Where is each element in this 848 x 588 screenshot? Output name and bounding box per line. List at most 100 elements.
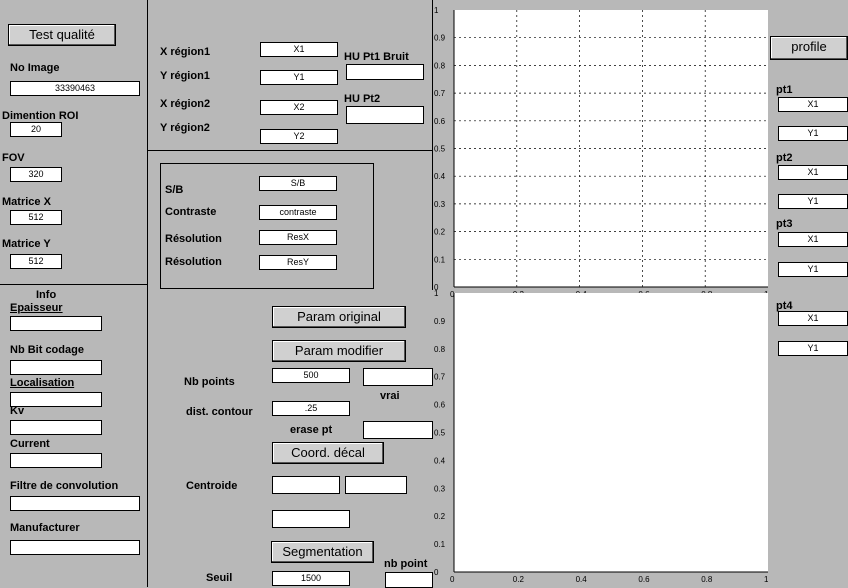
localisation-field[interactable] bbox=[10, 392, 102, 407]
current-label: Current bbox=[10, 438, 50, 450]
current-field[interactable] bbox=[10, 453, 102, 468]
coord-decal-button[interactable]: Coord. décal bbox=[272, 442, 384, 464]
y-region2-field[interactable]: Y2 bbox=[260, 129, 338, 144]
x-tick-label: 0.4 bbox=[576, 575, 588, 584]
resolution-y-field[interactable]: ResY bbox=[259, 255, 337, 270]
y-region1-label: Y région1 bbox=[160, 70, 210, 82]
seuil-field[interactable]: 1500 bbox=[272, 571, 350, 586]
y-tick-label: 0 bbox=[434, 283, 439, 292]
nb-points-label: Nb points bbox=[184, 376, 235, 388]
left-panel-info-divider bbox=[0, 284, 147, 285]
sb-field[interactable]: S/B bbox=[259, 176, 337, 191]
sb-label: S/B bbox=[165, 184, 184, 196]
matrix-x-field[interactable]: 512 bbox=[10, 210, 62, 225]
erase-pt-label[interactable]: erase pt bbox=[290, 424, 333, 436]
y-tick-label: 0.9 bbox=[434, 317, 446, 326]
roi-field[interactable]: 20 bbox=[10, 122, 62, 137]
contraste-field[interactable]: contraste bbox=[259, 205, 337, 220]
nb-bit-codage-field[interactable] bbox=[10, 360, 102, 375]
localisation-label: Localisation bbox=[10, 377, 75, 389]
y-tick-label: 0.4 bbox=[434, 172, 446, 181]
x-region1-label: X région1 bbox=[160, 46, 211, 58]
centroide-y-field[interactable] bbox=[345, 476, 407, 494]
y-tick-label: 0 bbox=[434, 568, 439, 577]
pt2-y-field[interactable]: Y1 bbox=[778, 194, 848, 209]
epaisseur-label: Epaisseur bbox=[10, 302, 63, 314]
filtre-convolution-field[interactable] bbox=[10, 496, 140, 511]
y-tick-label: 1 bbox=[434, 6, 439, 15]
matrix-x-label: Matrice X bbox=[2, 196, 51, 208]
y-tick-label: 0.6 bbox=[434, 117, 446, 126]
x-tick-label: 1 bbox=[764, 575, 768, 584]
fov-field[interactable]: 320 bbox=[10, 167, 62, 182]
param-modifier-button[interactable]: Param modifier bbox=[272, 340, 406, 362]
matrix-y-field[interactable]: 512 bbox=[10, 254, 62, 269]
y-tick-label: 0.7 bbox=[434, 89, 446, 98]
test-quality-button[interactable]: Test qualité bbox=[8, 24, 116, 46]
nb-points-field[interactable]: 500 bbox=[272, 368, 350, 383]
pt1-label: pt1 bbox=[776, 84, 793, 96]
y-tick-label: 0.9 bbox=[434, 34, 446, 43]
x-tick-label: 0 bbox=[450, 290, 455, 299]
y-tick-label: 0.8 bbox=[434, 61, 446, 70]
fov-label: FOV bbox=[2, 152, 25, 164]
roi-label: Dimention ROI bbox=[2, 110, 79, 122]
upper-region-divider bbox=[147, 150, 432, 151]
y-tick-label: 0.6 bbox=[434, 401, 446, 410]
pt4-x-field[interactable]: X1 bbox=[778, 311, 848, 326]
y-tick-label: 0.2 bbox=[434, 228, 446, 237]
pt2-x-field[interactable]: X1 bbox=[778, 165, 848, 180]
pt3-y-field[interactable]: Y1 bbox=[778, 262, 848, 277]
pt3-x-field[interactable]: X1 bbox=[778, 232, 848, 247]
hu-pt1-field[interactable] bbox=[346, 64, 424, 80]
kv-field[interactable] bbox=[10, 420, 102, 435]
plot-area-2 bbox=[454, 293, 768, 572]
no-image-field[interactable]: 33390463 bbox=[10, 81, 140, 96]
left-panel-divider bbox=[147, 0, 148, 587]
plots-svg: 1 0.9 0.8 0.7 0.6 0.5 0.4 0.3 0.2 0.1 0 0 0.2 0.4 0.6 0… bbox=[434, 6, 768, 584]
pt2-label: pt2 bbox=[776, 152, 793, 164]
y-region1-field[interactable]: Y1 bbox=[260, 70, 338, 85]
seuil-label: Seuil bbox=[206, 572, 233, 584]
erase-pt-field[interactable] bbox=[363, 421, 433, 439]
nb-bit-codage-label: Nb Bit codage bbox=[10, 344, 84, 356]
y-tick-label: 0.5 bbox=[434, 429, 446, 438]
vrai-label: vrai bbox=[380, 390, 400, 402]
segmentation-button[interactable]: Segmentation bbox=[271, 541, 374, 563]
x-region1-field[interactable]: X1 bbox=[260, 42, 338, 57]
y-tick-label: 0.3 bbox=[434, 484, 446, 493]
x-region2-field[interactable]: X2 bbox=[260, 100, 338, 115]
pt4-y-field[interactable]: Y1 bbox=[778, 341, 848, 356]
y-tick-label: 0.7 bbox=[434, 373, 446, 382]
hu-pt2-label: HU Pt2 bbox=[344, 93, 381, 105]
dist-contour-field[interactable]: .25 bbox=[272, 401, 350, 416]
info-label: Info bbox=[36, 289, 57, 301]
no-image-label: No Image bbox=[10, 62, 60, 74]
nb-point-field[interactable] bbox=[385, 572, 433, 588]
epaisseur-field[interactable] bbox=[10, 316, 102, 331]
y-tick-label: 0.3 bbox=[434, 200, 446, 209]
manufacturer-field[interactable] bbox=[10, 540, 140, 555]
x-tick-label: 0 bbox=[450, 575, 455, 584]
centroide-label: Centroide bbox=[186, 480, 238, 492]
y-tick-label: 0.5 bbox=[434, 145, 446, 154]
kv-label: Kv bbox=[10, 405, 25, 417]
hu-pt1-label: HU Pt1 Bruit bbox=[344, 51, 409, 63]
matrix-y-label: Matrice Y bbox=[2, 238, 51, 250]
x-region2-label: X région2 bbox=[160, 98, 211, 110]
pt3-label: pt3 bbox=[776, 218, 793, 230]
resolution-y-label: Résolution bbox=[165, 256, 222, 268]
resolution-x-field[interactable]: ResX bbox=[259, 230, 337, 245]
centroide-extra-field[interactable] bbox=[272, 510, 350, 528]
centroide-x-field[interactable] bbox=[272, 476, 340, 494]
pt1-y-field[interactable]: Y1 bbox=[778, 126, 848, 141]
pt1-x-field[interactable]: X1 bbox=[778, 97, 848, 112]
y-tick-label: 0.4 bbox=[434, 456, 446, 465]
plot-panel-left-divider bbox=[432, 0, 433, 290]
y-tick-label: 0.1 bbox=[434, 255, 446, 264]
hu-pt2-field[interactable] bbox=[346, 106, 424, 124]
y-tick-label: 0.8 bbox=[434, 345, 446, 354]
profile-button[interactable]: profile bbox=[770, 36, 848, 60]
param-original-button[interactable]: Param original bbox=[272, 306, 406, 328]
vrai-field[interactable] bbox=[363, 368, 433, 386]
